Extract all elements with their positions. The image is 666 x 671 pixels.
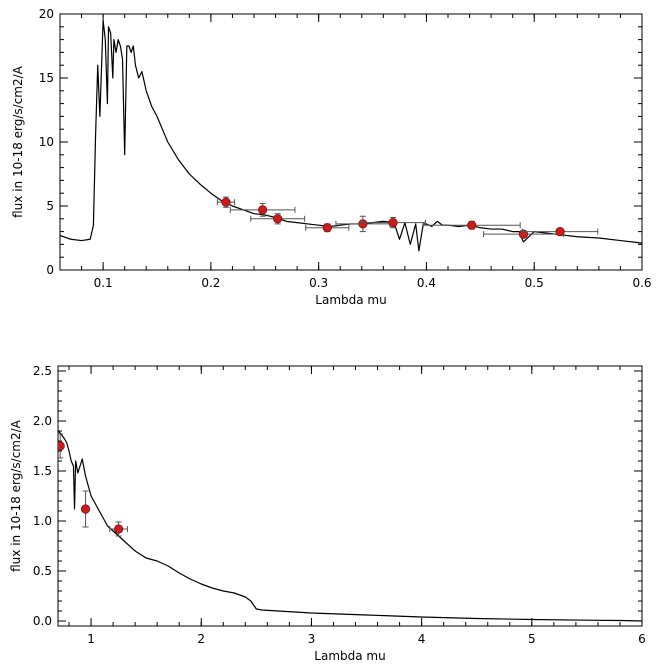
photometric-point xyxy=(467,220,477,230)
photometric-point xyxy=(114,524,124,534)
x-tick-label: 0.1 xyxy=(94,276,113,290)
x-tick-label: 0.4 xyxy=(417,276,436,290)
chart-panel-1: 0.1 0.2 0.3 0.4 0.5 0.6 0 5 10 15 20 Lambda mu flux … xyxy=(11,7,652,307)
photometric-point xyxy=(221,197,231,207)
plot-frame xyxy=(57,365,643,627)
y-tick-label: 0 xyxy=(46,263,54,277)
x-tick-label: 0.2 xyxy=(201,276,220,290)
x-tick-label: 0.5 xyxy=(525,276,544,290)
x-axis-label: Lambda mu xyxy=(315,293,386,307)
x-axis-label: Lambda mu xyxy=(314,649,385,663)
y-tick-label: 1.0 xyxy=(33,514,52,528)
x-tick-label: 6 xyxy=(638,632,646,646)
x-tick-label: 0.6 xyxy=(632,276,651,290)
y-axis-label: flux in 10-18 erg/s/cm2/A xyxy=(9,419,23,572)
y-tick-label: 10 xyxy=(39,135,54,149)
x-tick-label: 1 xyxy=(87,632,95,646)
y-tick-label: 2.5 xyxy=(33,364,52,378)
y-tick-label: 0.0 xyxy=(33,614,52,628)
x-tick-label: 5 xyxy=(528,632,536,646)
photometric-point xyxy=(322,223,332,233)
plot-area xyxy=(58,430,642,622)
photometric-point xyxy=(358,219,368,229)
y-tick-label: 2.0 xyxy=(33,414,52,428)
y-axis-label: flux in 10-18 erg/s/cm2/A xyxy=(11,65,25,218)
y-tick-label: 15 xyxy=(39,71,54,85)
chart-panel-2: 1 2 3 4 5 6 0.0 0.5 1.0 1.5 2.0 2.5 Lambda mu flux in… xyxy=(9,364,646,663)
x-tick-label: 2 xyxy=(197,632,205,646)
model-spectrum-line xyxy=(58,430,642,622)
x-tick-label: 0.3 xyxy=(309,276,328,290)
y-tick-label: 1.5 xyxy=(33,464,52,478)
x-tick-label: 4 xyxy=(418,632,426,646)
photometric-point xyxy=(388,218,398,228)
plot-area xyxy=(60,19,642,252)
photometric-point xyxy=(555,227,565,237)
y-tick-label: 0.5 xyxy=(33,564,52,578)
photometric-point xyxy=(258,205,268,215)
x-tick-label: 3 xyxy=(308,632,316,646)
y-tick-label: 5 xyxy=(46,199,54,213)
photometric-point xyxy=(80,504,91,514)
model-spectrum-line xyxy=(60,19,642,252)
y-tick-label: 20 xyxy=(39,7,54,21)
photometric-point xyxy=(58,441,65,451)
photometric-point xyxy=(273,214,283,224)
